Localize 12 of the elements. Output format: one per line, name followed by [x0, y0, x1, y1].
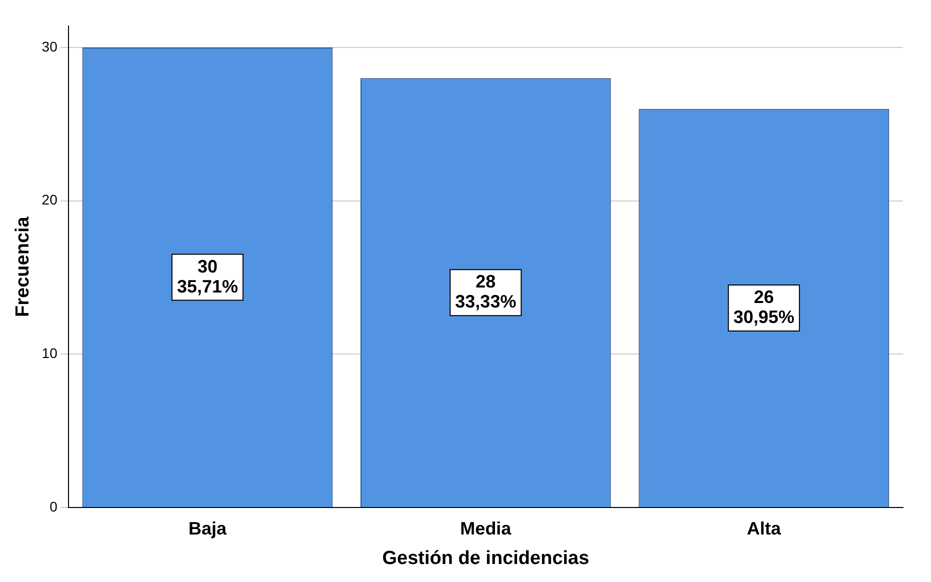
y-tick-label: 20: [42, 192, 58, 208]
y-tick-label: 30: [42, 38, 58, 54]
x-tick-label: Media: [460, 518, 512, 538]
y-tick-label: 10: [42, 345, 58, 362]
x-axis-title: Gestión de incidencias: [382, 548, 590, 569]
data-label: 28 33,33%: [455, 272, 516, 312]
y-axis-title: Frecuencia: [12, 216, 34, 317]
x-tick-label: Baja: [188, 518, 228, 538]
y-tick-label: 0: [50, 498, 58, 514]
data-label: 30 35,71%: [176, 256, 238, 296]
data-label: 26 30,95%: [733, 286, 794, 327]
x-tick-label: Alta: [746, 518, 782, 538]
